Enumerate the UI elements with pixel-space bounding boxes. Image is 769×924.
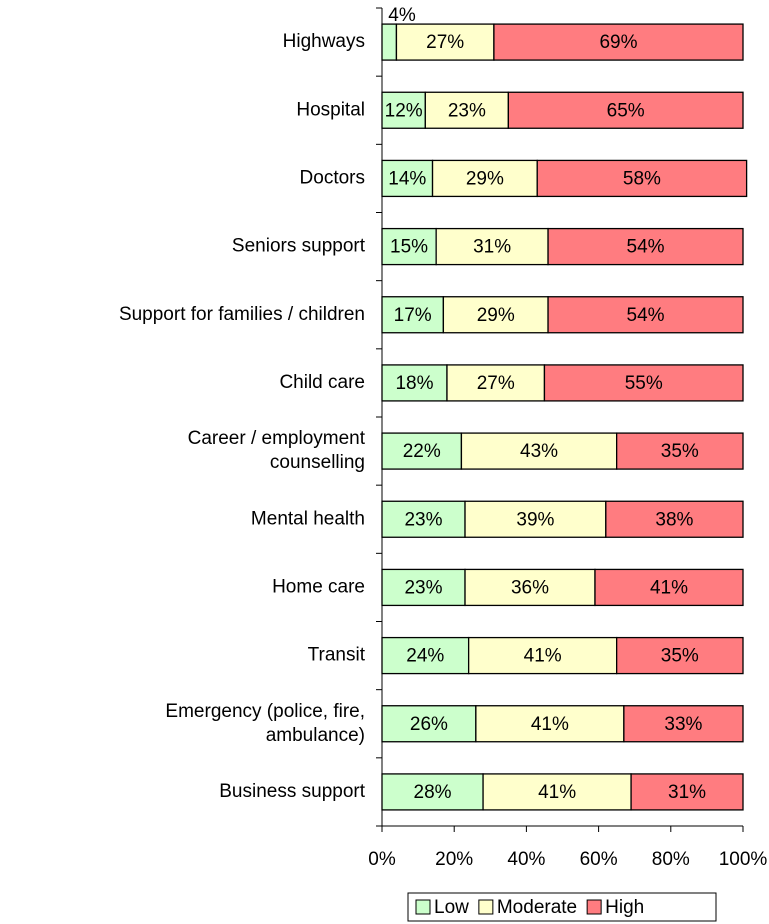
bar-segment <box>475 705 625 743</box>
data-label: 38% <box>655 509 693 530</box>
y-tick-label: Home care <box>272 576 365 597</box>
data-label: 29% <box>466 168 504 189</box>
data-label: 54% <box>627 237 665 258</box>
data-label: 18% <box>395 373 433 394</box>
data-label: 35% <box>661 646 699 667</box>
bar-segment <box>543 364 744 402</box>
legend-swatch <box>415 899 431 915</box>
bar-segment <box>467 636 618 675</box>
bar-segment <box>395 23 495 61</box>
bar-segment <box>381 500 466 538</box>
x-tick-label: 0% <box>368 849 396 870</box>
bar-segment <box>493 23 744 61</box>
data-label: 54% <box>627 305 665 326</box>
legend-label: High <box>605 897 644 918</box>
data-label: 39% <box>516 509 554 530</box>
data-label: 41% <box>538 782 576 803</box>
bar-segment <box>431 159 538 198</box>
data-label: 4% <box>388 5 416 26</box>
bar-segment <box>482 773 632 811</box>
bar-segment <box>594 568 744 607</box>
x-tick-label: 40% <box>507 849 545 870</box>
bar-segment <box>442 296 549 334</box>
bar-segment <box>616 636 744 675</box>
data-label: 43% <box>520 441 558 462</box>
y-tick-label: Child care <box>279 372 365 393</box>
data-label: 35% <box>661 441 699 462</box>
bar-segment <box>446 364 546 402</box>
bar-segment <box>547 227 744 266</box>
x-tick-label: 20% <box>435 849 473 870</box>
legend-swatch <box>586 899 602 915</box>
x-tick-label: 80% <box>652 849 690 870</box>
bar-segment <box>381 296 445 334</box>
y-tick-label: ambulance) <box>266 725 365 746</box>
data-label: 27% <box>477 373 515 394</box>
y-tick-label: Support for families / children <box>119 304 365 325</box>
data-label: 41% <box>524 646 562 667</box>
bar-segment <box>381 23 398 61</box>
y-tick-label: Hospital <box>296 99 365 120</box>
y-tick-label: counselling <box>270 452 365 473</box>
y-tick-label: Career / employment <box>188 428 366 449</box>
bar-segment <box>536 159 748 198</box>
data-label: 24% <box>406 646 444 667</box>
data-label: 41% <box>650 577 688 598</box>
data-label: 69% <box>599 32 637 53</box>
y-tick-label: Doctors <box>300 167 365 188</box>
bar-segment <box>605 500 744 538</box>
data-label: 15% <box>390 237 428 258</box>
bar-segment <box>460 432 618 470</box>
data-label: 28% <box>414 782 452 803</box>
bar-segment <box>623 705 744 743</box>
y-tick-label: Transit <box>308 645 366 666</box>
bar-segment <box>381 91 426 129</box>
bar-segment <box>435 227 549 266</box>
legend-swatch <box>478 899 494 915</box>
bar-segment <box>616 432 744 470</box>
bar-segment <box>630 773 744 811</box>
legend-box <box>407 892 717 922</box>
data-label: 41% <box>531 714 569 735</box>
x-tick-label: 60% <box>580 849 618 870</box>
legend-label: Moderate <box>497 897 577 918</box>
data-label: 65% <box>607 100 645 121</box>
bar-segment <box>464 568 596 607</box>
y-tick-label: Emergency (police, fire, <box>165 701 365 722</box>
data-label: 14% <box>388 168 426 189</box>
x-tick-label: 100% <box>719 849 768 870</box>
data-label: 12% <box>385 100 423 121</box>
data-label: 31% <box>668 782 706 803</box>
data-label: 27% <box>426 32 464 53</box>
data-label: 22% <box>403 441 441 462</box>
data-label: 23% <box>448 100 486 121</box>
y-tick-label: Highways <box>283 31 365 52</box>
data-label: 36% <box>511 577 549 598</box>
data-label: 55% <box>625 373 663 394</box>
y-tick-label: Mental health <box>251 508 365 529</box>
data-label: 33% <box>664 714 702 735</box>
y-tick-label: Business support <box>219 781 365 802</box>
data-label: 29% <box>477 305 515 326</box>
bar-segment <box>464 500 607 538</box>
y-tick-label: Seniors support <box>232 236 366 257</box>
bar-segment <box>547 296 744 334</box>
data-label: 26% <box>410 714 448 735</box>
data-label: 23% <box>404 509 442 530</box>
legend-label: Low <box>434 897 469 918</box>
data-label: 58% <box>623 168 661 189</box>
data-label: 23% <box>404 577 442 598</box>
data-label: 17% <box>394 305 432 326</box>
bar-segment <box>507 91 744 129</box>
data-label: 31% <box>473 237 511 258</box>
